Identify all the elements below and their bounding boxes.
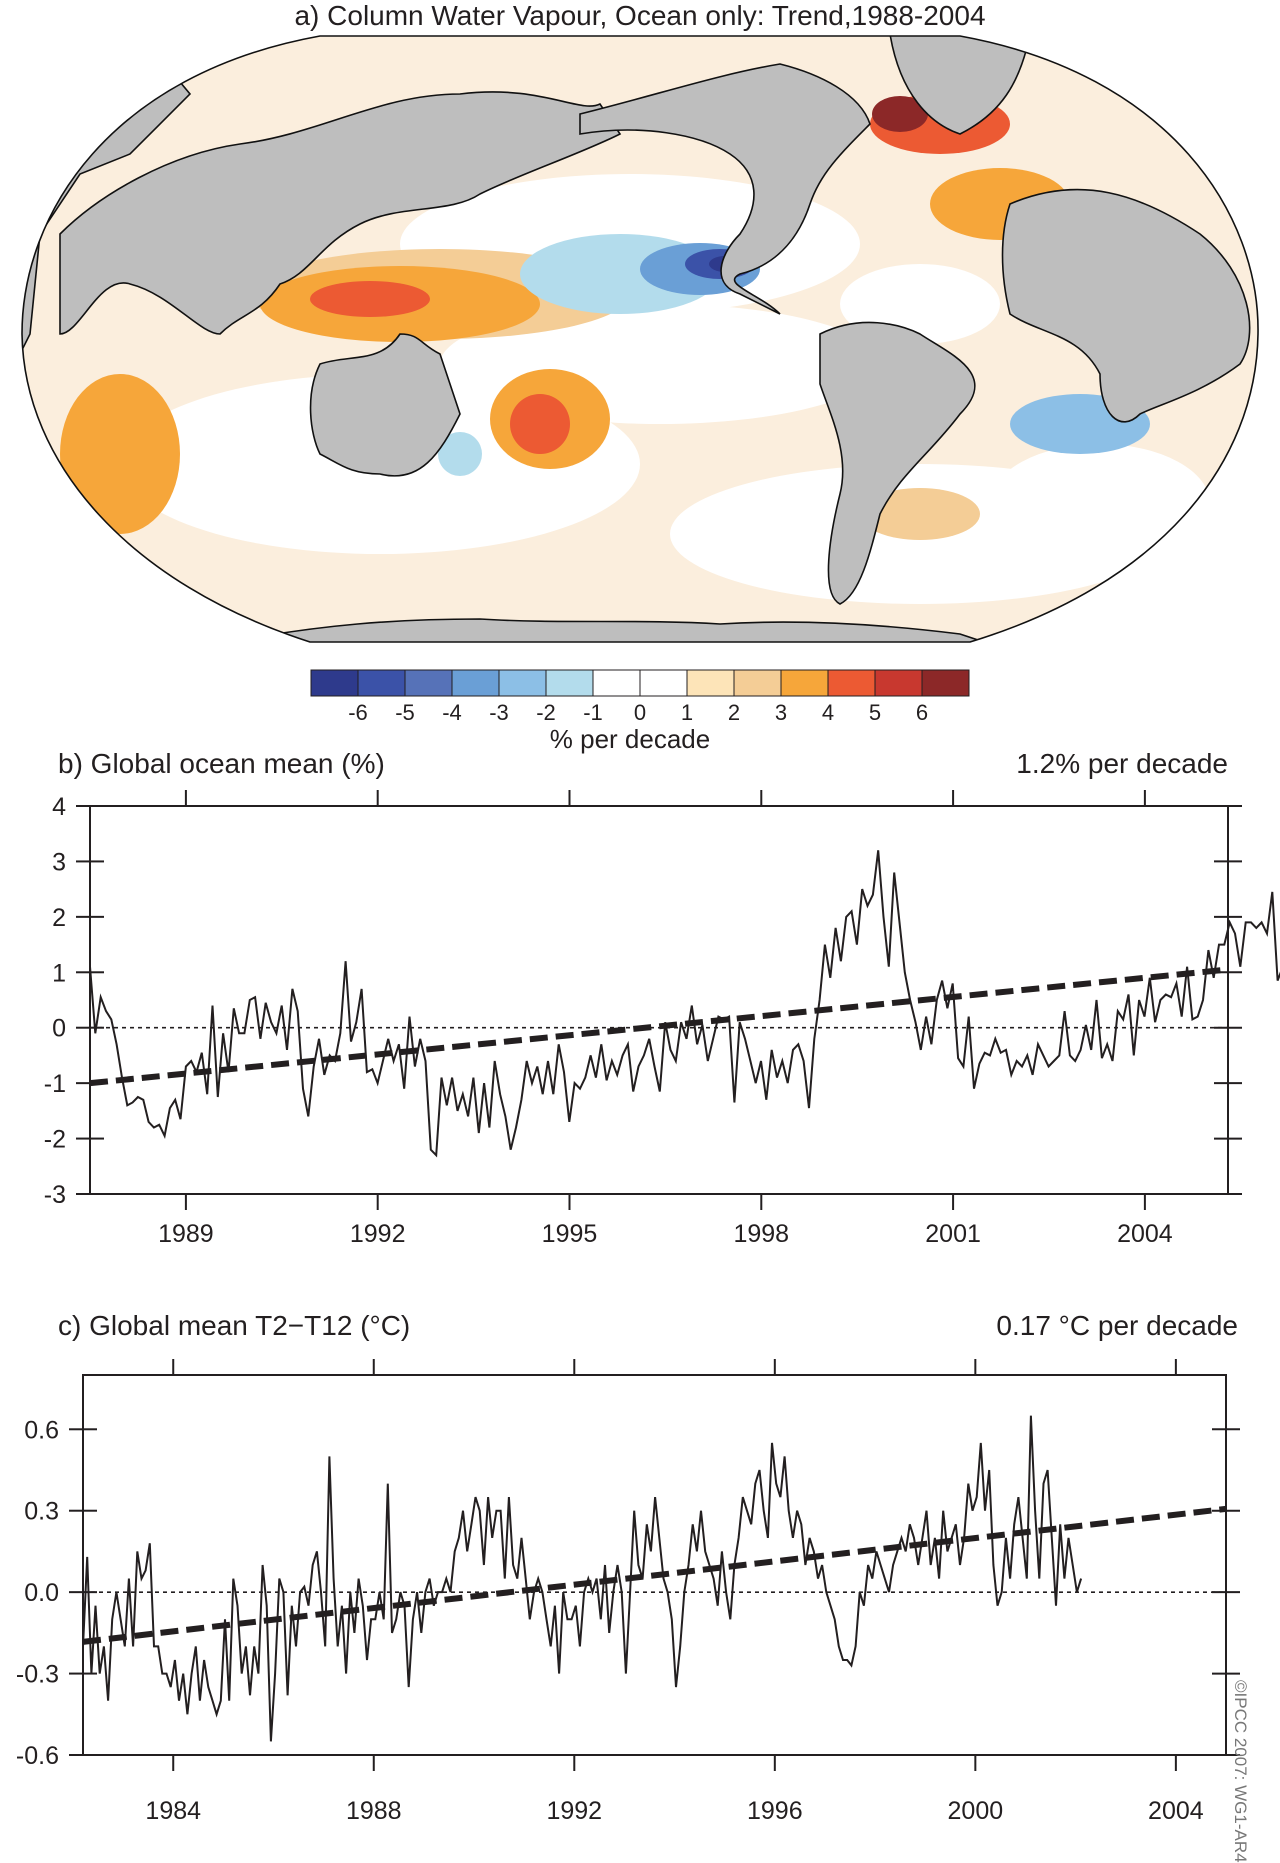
colorbar: -6 -5 -4 -3 -2 -1 0 1 2 3 4 5 6 — [310, 669, 970, 725]
colorbar-tick-label: -5 — [395, 700, 415, 725]
colorbar-tick-label: 2 — [728, 700, 740, 725]
y-tick-label: -2 — [44, 1126, 66, 1154]
colorbar-tick-label: 5 — [869, 700, 881, 725]
x-tick-label: 2004 — [1148, 1797, 1204, 1825]
plot-frame — [89, 805, 1229, 1195]
x-tick-label: 2000 — [948, 1797, 1004, 1825]
trend-map — [21, 35, 1259, 643]
series-line — [82, 1415, 1083, 1742]
y-tick-label: 4 — [52, 793, 66, 821]
colorbar-box — [686, 669, 735, 697]
colorbar-tick-label: 3 — [775, 700, 787, 725]
colorbar-box — [921, 669, 970, 697]
x-tick-label: 1992 — [350, 1220, 406, 1248]
y-tick-label: 0.6 — [24, 1416, 59, 1444]
x-tick-label: 1995 — [542, 1220, 598, 1248]
panel-b-trend-label: 1.2% per decade — [1016, 748, 1228, 779]
colorbar-tick-labels: -6 -5 -4 -3 -2 -1 0 1 2 3 4 5 6 — [348, 700, 928, 725]
colorbar-box — [451, 669, 500, 697]
y-tick-label: -0.6 — [16, 1742, 59, 1770]
chart-b: 4 3 2 1 0 -1 -2 -3 1989 1992 1995 1998 2001 2004 — [44, 790, 1280, 1248]
colorbar-box — [592, 669, 641, 697]
x-tick-label: 1989 — [158, 1220, 214, 1248]
colorbar-box — [733, 669, 782, 697]
x-axis: 1989 1992 1995 1998 2001 2004 — [158, 790, 1173, 1248]
colorbar-box — [498, 669, 547, 697]
panel-b-title: b) Global ocean mean (%) — [58, 748, 385, 779]
x-axis: 1984 1988 1992 1996 2000 2004 — [145, 1359, 1204, 1825]
y-tick-label: 3 — [52, 848, 66, 876]
colorbar-tick-label: -6 — [348, 700, 368, 725]
colorbar-tick-label: -4 — [442, 700, 462, 725]
series-line — [89, 850, 1280, 1158]
trend-line — [82, 1505, 1227, 1645]
y-axis: 0.6 0.3 0.0 -0.3 -0.6 — [16, 1416, 1240, 1770]
y-tick-label: -1 — [44, 1070, 66, 1098]
colorbar-boxes — [310, 669, 970, 697]
colorbar-tick-label: 0 — [634, 700, 646, 725]
x-tick-label: 1998 — [733, 1220, 789, 1248]
colorbar-tick-label: 1 — [681, 700, 693, 725]
colorbar-box — [545, 669, 594, 697]
y-tick-label: 0.0 — [24, 1579, 59, 1607]
colorbar-box — [310, 669, 359, 697]
chart-c: 0.6 0.3 0.0 -0.3 -0.6 1984 1988 1992 1996 2000 200… — [16, 1359, 1240, 1825]
colorbar-box — [780, 669, 829, 697]
panel-c-trend-label: 0.17 °C per decade — [996, 1310, 1238, 1341]
colorbar-box — [874, 669, 923, 697]
x-tick-label: 1984 — [145, 1797, 201, 1825]
trend-line — [89, 966, 1229, 1087]
colorbar-box — [639, 669, 688, 697]
panel-c-title: c) Global mean T2−T12 (°C) — [58, 1310, 411, 1341]
y-tick-label: -0.3 — [16, 1661, 59, 1689]
x-tick-label: 1988 — [346, 1797, 402, 1825]
x-tick-label: 1992 — [546, 1797, 602, 1825]
colorbar-tick-label: -1 — [583, 700, 603, 725]
x-tick-label: 2001 — [925, 1220, 981, 1248]
colorbar-tick-label: 6 — [916, 700, 928, 725]
map-outline — [21, 35, 1259, 643]
colorbar-unit: % per decade — [549, 724, 711, 754]
y-tick-label: 0 — [52, 1015, 66, 1043]
y-tick-label: 0.3 — [24, 1498, 59, 1526]
colorbar-box — [404, 669, 453, 697]
x-tick-label: 1996 — [747, 1797, 803, 1825]
y-axis: 4 3 2 1 0 -1 -2 -3 — [44, 793, 1242, 1209]
panel-a-title: a) Column Water Vapour, Ocean only: Tren… — [294, 0, 986, 31]
y-tick-label: 1 — [52, 959, 66, 987]
land-masses — [22, 36, 1251, 642]
x-tick-label: 2004 — [1117, 1220, 1173, 1248]
colorbar-tick-label: -3 — [489, 700, 509, 725]
y-tick-label: -3 — [44, 1181, 66, 1209]
colorbar-box — [827, 669, 876, 697]
colorbar-tick-label: -2 — [536, 700, 556, 725]
colorbar-box — [357, 669, 406, 697]
plot-frame — [82, 1374, 1227, 1756]
y-tick-label: 2 — [52, 904, 66, 932]
copyright-credit: ©IPCC 2007: WG1-AR4 — [1231, 1680, 1250, 1863]
colorbar-tick-label: 4 — [822, 700, 834, 725]
